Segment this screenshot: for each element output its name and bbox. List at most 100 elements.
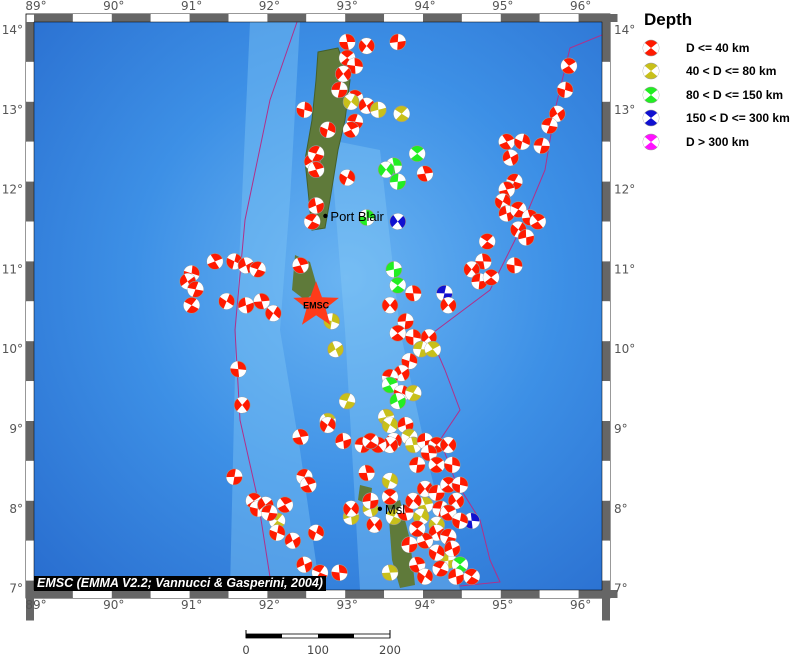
focal-mechanism-beachball	[401, 352, 418, 370]
focal-mechanism-beachball	[381, 564, 399, 581]
focal-mechanism-beachball	[478, 233, 496, 250]
focal-mechanism-beachball	[229, 360, 247, 378]
focal-mechanism-beachball	[393, 105, 410, 123]
lat-tick-label: 10°	[614, 342, 635, 356]
focal-mechanism-beachball	[366, 516, 383, 534]
lon-tick-label: 89°	[25, 598, 46, 612]
scale-label-200: 200	[379, 643, 401, 657]
focal-mechanism-beachball	[276, 496, 294, 514]
focal-mechanism-beachball	[443, 456, 461, 474]
focal-mechanism-beachball	[389, 213, 407, 230]
focal-mechanism-beachball	[447, 568, 465, 585]
focal-mechanism-beachball	[284, 532, 302, 550]
focal-mechanism-beachball	[408, 145, 426, 162]
focal-mechanism-beachball	[342, 93, 360, 111]
legend-beachball	[642, 133, 660, 151]
focal-mechanism-beachball	[335, 65, 352, 83]
focal-mechanism-beachball	[307, 197, 325, 214]
focal-mechanism-beachball	[264, 304, 282, 322]
lat-tick-label: 11°	[614, 262, 635, 276]
focal-mechanism-beachball	[358, 464, 375, 482]
focal-mechanism-beachball	[389, 33, 407, 51]
focal-mechanism-beachball	[377, 161, 395, 178]
focal-mechanism-beachball	[296, 556, 313, 573]
city-label: Port Blair	[330, 209, 384, 224]
focal-mechanism-beachball	[416, 568, 434, 585]
focal-mechanism-beachball	[249, 261, 267, 278]
focal-mechanism-beachball	[385, 261, 403, 278]
focal-mechanism-beachball	[482, 269, 500, 286]
legend-label: 80 < D <= 150 km	[686, 87, 784, 102]
focal-mechanism-beachball	[292, 428, 309, 446]
focal-mechanism-beachball	[556, 81, 574, 99]
focal-mechanism-beachball	[443, 540, 461, 558]
lon-tick-label: 92°	[259, 598, 280, 612]
scale-bar	[245, 630, 391, 639]
focal-mechanism-beachball	[405, 328, 422, 346]
city-layer: Port Blair Msl	[323, 209, 405, 517]
legend-beachball	[642, 62, 660, 80]
lon-tick-label: 93°	[337, 598, 358, 612]
lon-tick-label: 93°	[337, 0, 358, 13]
lon-tick-label: 91°	[181, 598, 202, 612]
lat-tick-label: 12°	[2, 183, 23, 197]
focal-mechanism-beachball	[405, 384, 422, 402]
focal-mechanism-beachball	[397, 504, 414, 522]
focal-mechanism-beachball	[389, 277, 407, 294]
tick-labels: 89° 89° 90° 90° 91° 91° 92° 92° 93° 93° 94° 94° 95° 9…	[2, 0, 636, 612]
focal-mechanism-beachball	[440, 436, 457, 454]
lon-tick-label: 92°	[259, 0, 280, 13]
lat-tick-label: 14°	[2, 23, 23, 37]
focal-mechanism-beachball	[253, 293, 270, 310]
focal-mechanism-beachball	[416, 165, 434, 182]
focal-mechanism-beachball	[463, 568, 480, 585]
lon-tick-label: 96°	[570, 598, 591, 612]
focal-mechanism-beachball	[183, 297, 200, 314]
beachball-icon	[642, 86, 660, 104]
focal-mechanism-beachball	[370, 101, 387, 119]
depth-legend: Depth D <= 40 km 40 < D <= 80 km 80 < D <=…	[620, 10, 790, 154]
focal-mechanism-beachball	[420, 444, 438, 462]
lat-tick-label: 8°	[614, 502, 628, 516]
scale-label-100: 100	[307, 643, 329, 657]
lon-tick-label: 94°	[414, 598, 435, 612]
legend-title: Depth	[644, 10, 693, 29]
focal-mechanism-beachball	[389, 392, 407, 410]
focal-mechanism-beachball	[408, 556, 426, 573]
focal-mechanism-beachball	[381, 416, 399, 434]
focal-mechanism-beachball	[338, 33, 356, 51]
map-frame	[25, 13, 618, 621]
legend-label: D <= 40 km	[686, 40, 750, 55]
focal-mechanism-beachball	[358, 209, 375, 226]
lon-tick-label: 96°	[570, 0, 591, 13]
legend-beachball	[642, 86, 660, 104]
lat-tick-label: 13°	[614, 103, 635, 117]
lat-tick-label: 10°	[2, 342, 23, 356]
focal-mechanism-beachball	[331, 81, 348, 99]
focal-mechanism-beachball	[335, 432, 352, 450]
focal-mechanism-beachball	[451, 476, 469, 494]
city-marker	[323, 213, 328, 219]
focal-mechanism-beachball	[237, 297, 255, 314]
focal-mechanism-beachball	[307, 161, 325, 178]
focal-mechanism-beachball	[362, 432, 379, 450]
focal-mechanism-beachball	[338, 392, 356, 410]
city-label: Msl	[385, 502, 405, 517]
focal-mechanism-beachball	[432, 560, 449, 577]
focal-mechanism-beachball	[331, 564, 348, 581]
beachball-icon	[642, 39, 660, 57]
focal-mechanism-beachball	[303, 213, 321, 230]
lat-tick-label: 14°	[614, 23, 635, 37]
focal-mechanism-beachball	[299, 476, 317, 494]
focal-mechanism-beachball	[292, 257, 309, 274]
focal-mechanism-beachball	[381, 436, 399, 454]
lon-tick-label: 94°	[414, 0, 435, 13]
focal-mechanism-beachball	[389, 173, 407, 190]
legend-item: D <= 40 km	[620, 36, 790, 60]
focal-mechanism-beachball	[548, 105, 566, 123]
lat-tick-label: 11°	[2, 262, 23, 276]
focal-mechanism-beachball	[463, 512, 480, 530]
focal-mechanism-beachball	[307, 524, 325, 542]
beachball-icon	[642, 109, 660, 127]
